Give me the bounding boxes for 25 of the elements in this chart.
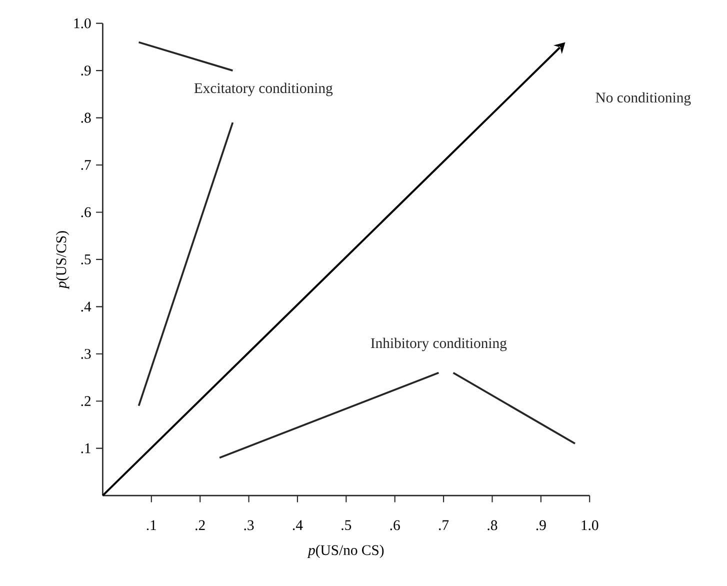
x-tick-label: .8 bbox=[488, 520, 498, 530]
annotation: Excitatory conditioning bbox=[194, 82, 333, 96]
y-tick-label: .9 bbox=[81, 65, 91, 76]
y-tick-label: .3 bbox=[81, 348, 91, 359]
x-tick-label: .7 bbox=[439, 520, 449, 530]
x-tick-label: .4 bbox=[292, 520, 303, 530]
y-tick-label: .7 bbox=[81, 160, 91, 170]
x-tick-label: .1 bbox=[146, 520, 156, 530]
x-tick-label: .9 bbox=[536, 520, 546, 530]
x-tick-label: .6 bbox=[390, 520, 400, 530]
x-tick-label: 1.0 bbox=[582, 520, 598, 530]
x-axis-title: p(US/no CS) bbox=[307, 544, 384, 558]
y-tick-label: .8 bbox=[81, 112, 91, 123]
annotation: Inhibitory conditioning bbox=[370, 338, 507, 351]
y-tick-label: .2 bbox=[81, 396, 91, 406]
x-tick-label: .3 bbox=[244, 520, 254, 530]
y-tick-label: .4 bbox=[81, 302, 92, 312]
x-tick-label: .2 bbox=[196, 520, 205, 530]
y-axis-title: p(US/CS) bbox=[56, 231, 70, 290]
y-tick-label: .5 bbox=[81, 254, 91, 264]
text: No conditioning bbox=[596, 92, 691, 106]
y-tick-label: .1 bbox=[81, 443, 90, 454]
y-tick-label: .6 bbox=[81, 207, 91, 218]
x-tick-label: .5 bbox=[342, 520, 352, 530]
y-tick-label: 1.0 bbox=[74, 18, 91, 28]
